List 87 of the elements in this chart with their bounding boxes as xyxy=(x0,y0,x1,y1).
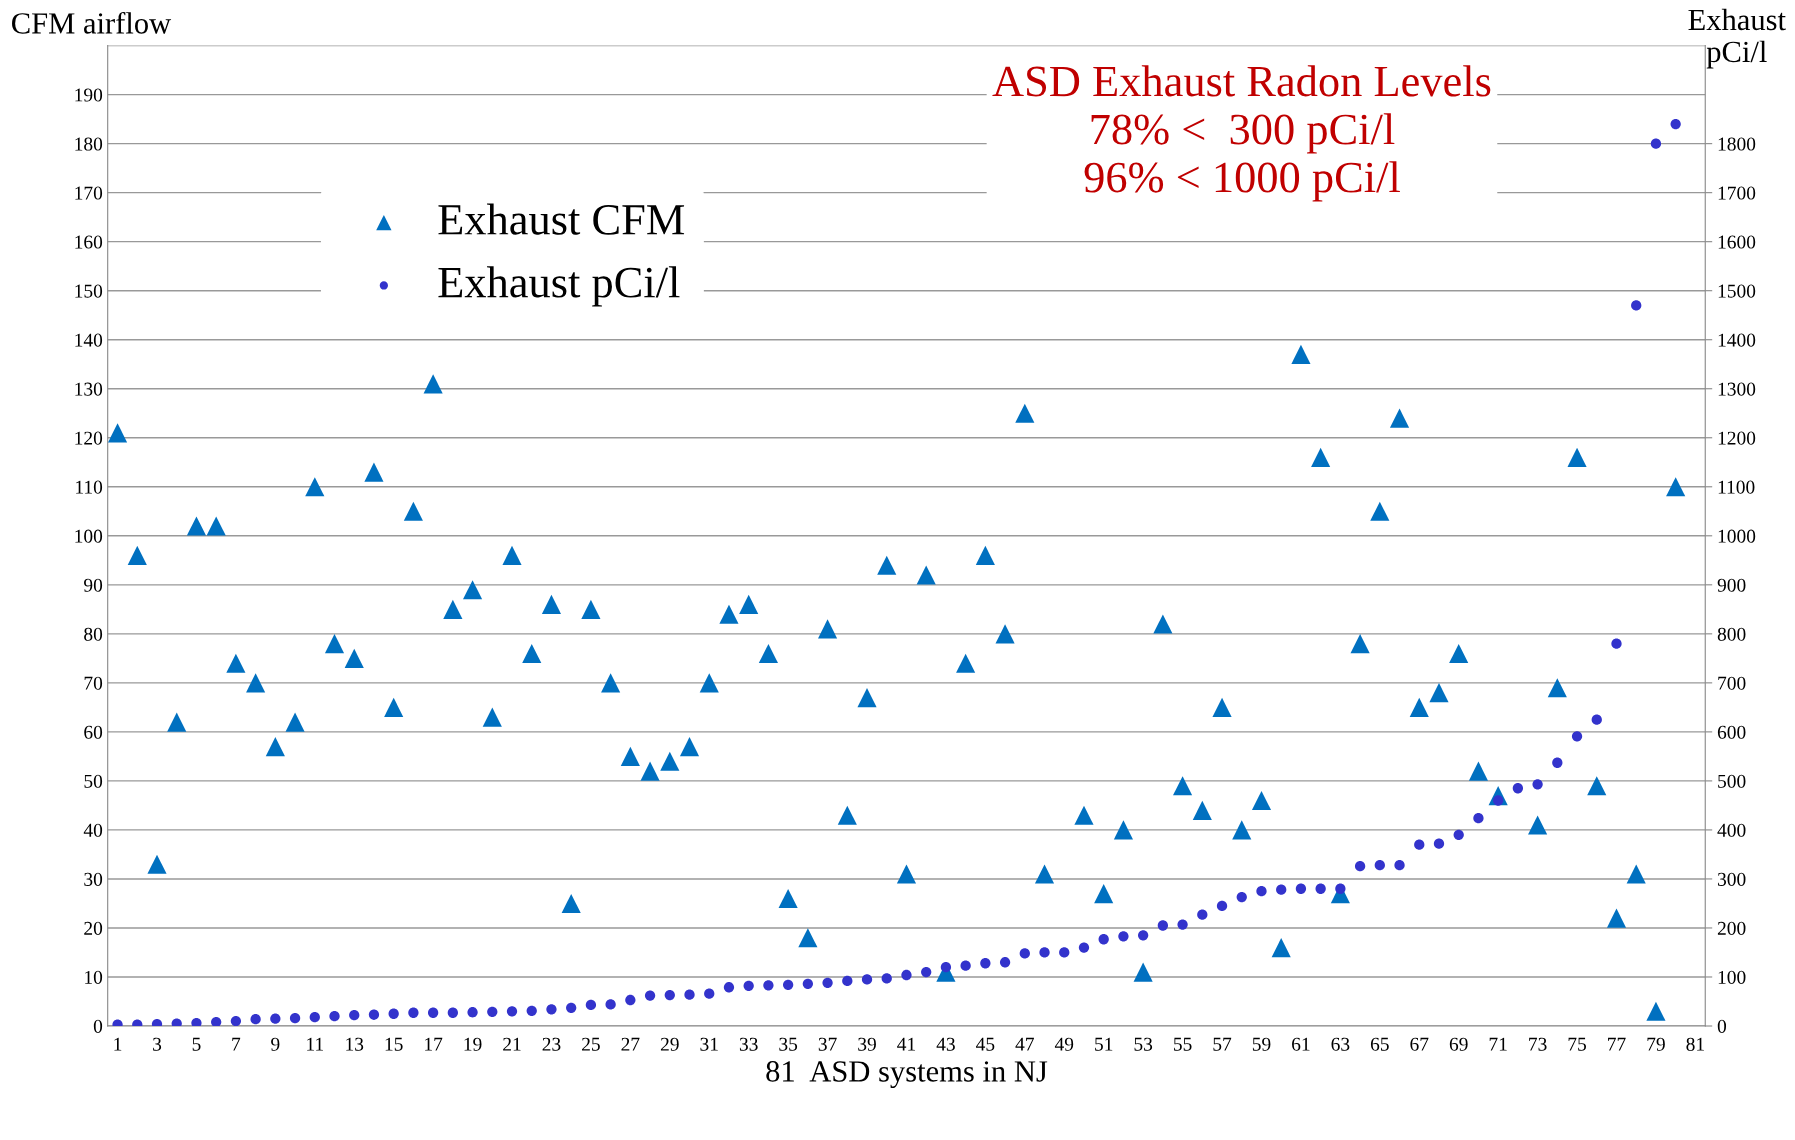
x-tick-label: 5 xyxy=(192,1037,201,1051)
y2-tick-label: 1500 xyxy=(1718,284,1756,298)
y2-tick-label: 800 xyxy=(1717,627,1746,641)
x-tick-label: 51 xyxy=(1095,1037,1113,1051)
x-tick-label: 11 xyxy=(307,1037,323,1051)
y2-tick-label: 900 xyxy=(1717,578,1746,592)
y2-tick-label: 700 xyxy=(1718,676,1746,690)
x-tick-label: 59 xyxy=(1252,1037,1271,1051)
x-tick-label: 67 xyxy=(1410,1037,1429,1051)
x-tick-label: 75 xyxy=(1568,1037,1587,1051)
y2-tick-label: 200 xyxy=(1717,921,1746,935)
x-tick-label: 65 xyxy=(1370,1037,1389,1051)
x-tick-label: 15 xyxy=(385,1037,403,1051)
x-tick-label: 79 xyxy=(1647,1037,1665,1051)
y-tick-label: 30 xyxy=(84,872,103,886)
x-tick-label: 19 xyxy=(464,1037,482,1051)
x-tick-label: 1 xyxy=(114,1037,122,1051)
x-tick-label: 3 xyxy=(153,1037,162,1051)
y-tick-label: 180 xyxy=(75,137,103,151)
x-tick-label: 77 xyxy=(1608,1037,1626,1051)
x-tick-label: 61 xyxy=(1292,1037,1310,1051)
y-tick-label: 170 xyxy=(75,186,103,200)
y-tick-label: 160 xyxy=(75,235,103,249)
x-tick-label: 43 xyxy=(936,1037,955,1051)
x-tick-label: 23 xyxy=(542,1037,561,1051)
x-tick-label: 69 xyxy=(1449,1037,1468,1051)
x-tick-label: 71 xyxy=(1489,1037,1507,1051)
x-tick-label: 39 xyxy=(858,1037,876,1051)
y-tick-label: 100 xyxy=(75,529,103,543)
legend-label: Exhaust CFM xyxy=(438,203,685,235)
x-tick-label: 33 xyxy=(739,1037,758,1051)
y-tick-label: 150 xyxy=(75,284,103,298)
y2-tick-label: 300 xyxy=(1717,872,1746,886)
y-tick-label: 70 xyxy=(84,676,103,690)
x-tick-label: 41 xyxy=(897,1037,916,1051)
y-tick-label: 80 xyxy=(84,627,103,641)
y2-tick-label: 1400 xyxy=(1718,333,1756,347)
y2-tick-label: 0 xyxy=(1717,1019,1727,1033)
y2-tick-label: 1700 xyxy=(1718,186,1756,200)
y2-tick-label: 100 xyxy=(1718,970,1746,984)
x-tick-label: 29 xyxy=(660,1037,679,1051)
x-axis-title: 81 ASD systems in NJ xyxy=(766,1061,1048,1089)
x-tick-label: 57 xyxy=(1213,1037,1232,1051)
x-tick-label: 55 xyxy=(1174,1037,1192,1051)
y-tick-label: 10 xyxy=(85,970,103,984)
y-tick-label: 40 xyxy=(83,823,103,837)
x-tick-label: 53 xyxy=(1134,1037,1153,1051)
y2-tick-label: 1600 xyxy=(1718,235,1756,249)
x-tick-label: 45 xyxy=(976,1037,995,1051)
x-tick-label: 47 xyxy=(1015,1037,1034,1051)
y-tick-label: 120 xyxy=(75,431,103,445)
x-tick-label: 7 xyxy=(232,1037,241,1051)
y2-tick-label: 1100 xyxy=(1718,480,1755,494)
y-tick-label: 0 xyxy=(93,1019,103,1033)
x-tick-label: 13 xyxy=(346,1037,364,1051)
x-tick-label: 63 xyxy=(1331,1037,1350,1051)
x-tick-label: 31 xyxy=(700,1037,718,1051)
y2-tick-label: 600 xyxy=(1717,725,1746,739)
x-tick-label: 9 xyxy=(271,1037,280,1051)
y-tick-label: 60 xyxy=(84,725,103,739)
legend-label: Exhaust pCi/l xyxy=(438,266,680,307)
x-tick-label: 25 xyxy=(582,1037,600,1051)
y-axis-title: CFM airflow xyxy=(12,11,172,34)
x-tick-label: 21 xyxy=(503,1037,521,1051)
x-tick-label: 27 xyxy=(621,1037,640,1051)
y2-tick-label: 500 xyxy=(1718,774,1746,788)
chart-title: ASD Exhaust Radon Levels xyxy=(992,65,1491,97)
y-tick-label: 130 xyxy=(75,382,103,396)
x-tick-label: 17 xyxy=(425,1037,443,1051)
y2-tick-label: 400 xyxy=(1717,823,1746,837)
y-tick-label: 50 xyxy=(84,774,103,788)
y-tick-label: 190 xyxy=(75,88,103,102)
y2-axis-title: Exhaust pCi/l xyxy=(1688,8,1786,69)
y-tick-label: 110 xyxy=(76,480,103,494)
y2-tick-label: 1800 xyxy=(1718,137,1756,151)
x-tick-label: 73 xyxy=(1529,1037,1547,1051)
y-tick-label: 20 xyxy=(84,921,103,935)
x-tick-label: 37 xyxy=(818,1037,837,1051)
x-tick-label: 81 xyxy=(1686,1037,1704,1051)
x-tick-label: 35 xyxy=(779,1037,798,1051)
y-tick-label: 90 xyxy=(84,578,103,592)
y2-tick-label: 1300 xyxy=(1718,382,1756,396)
x-tick-label: 49 xyxy=(1054,1037,1074,1051)
y-tick-label: 140 xyxy=(75,333,103,347)
y2-tick-label: 1200 xyxy=(1718,431,1756,445)
text: 78% < 300 pCi/l 96% < 1000 pCi/l xyxy=(1084,113,1400,202)
y2-tick-label: 1000 xyxy=(1718,529,1756,543)
